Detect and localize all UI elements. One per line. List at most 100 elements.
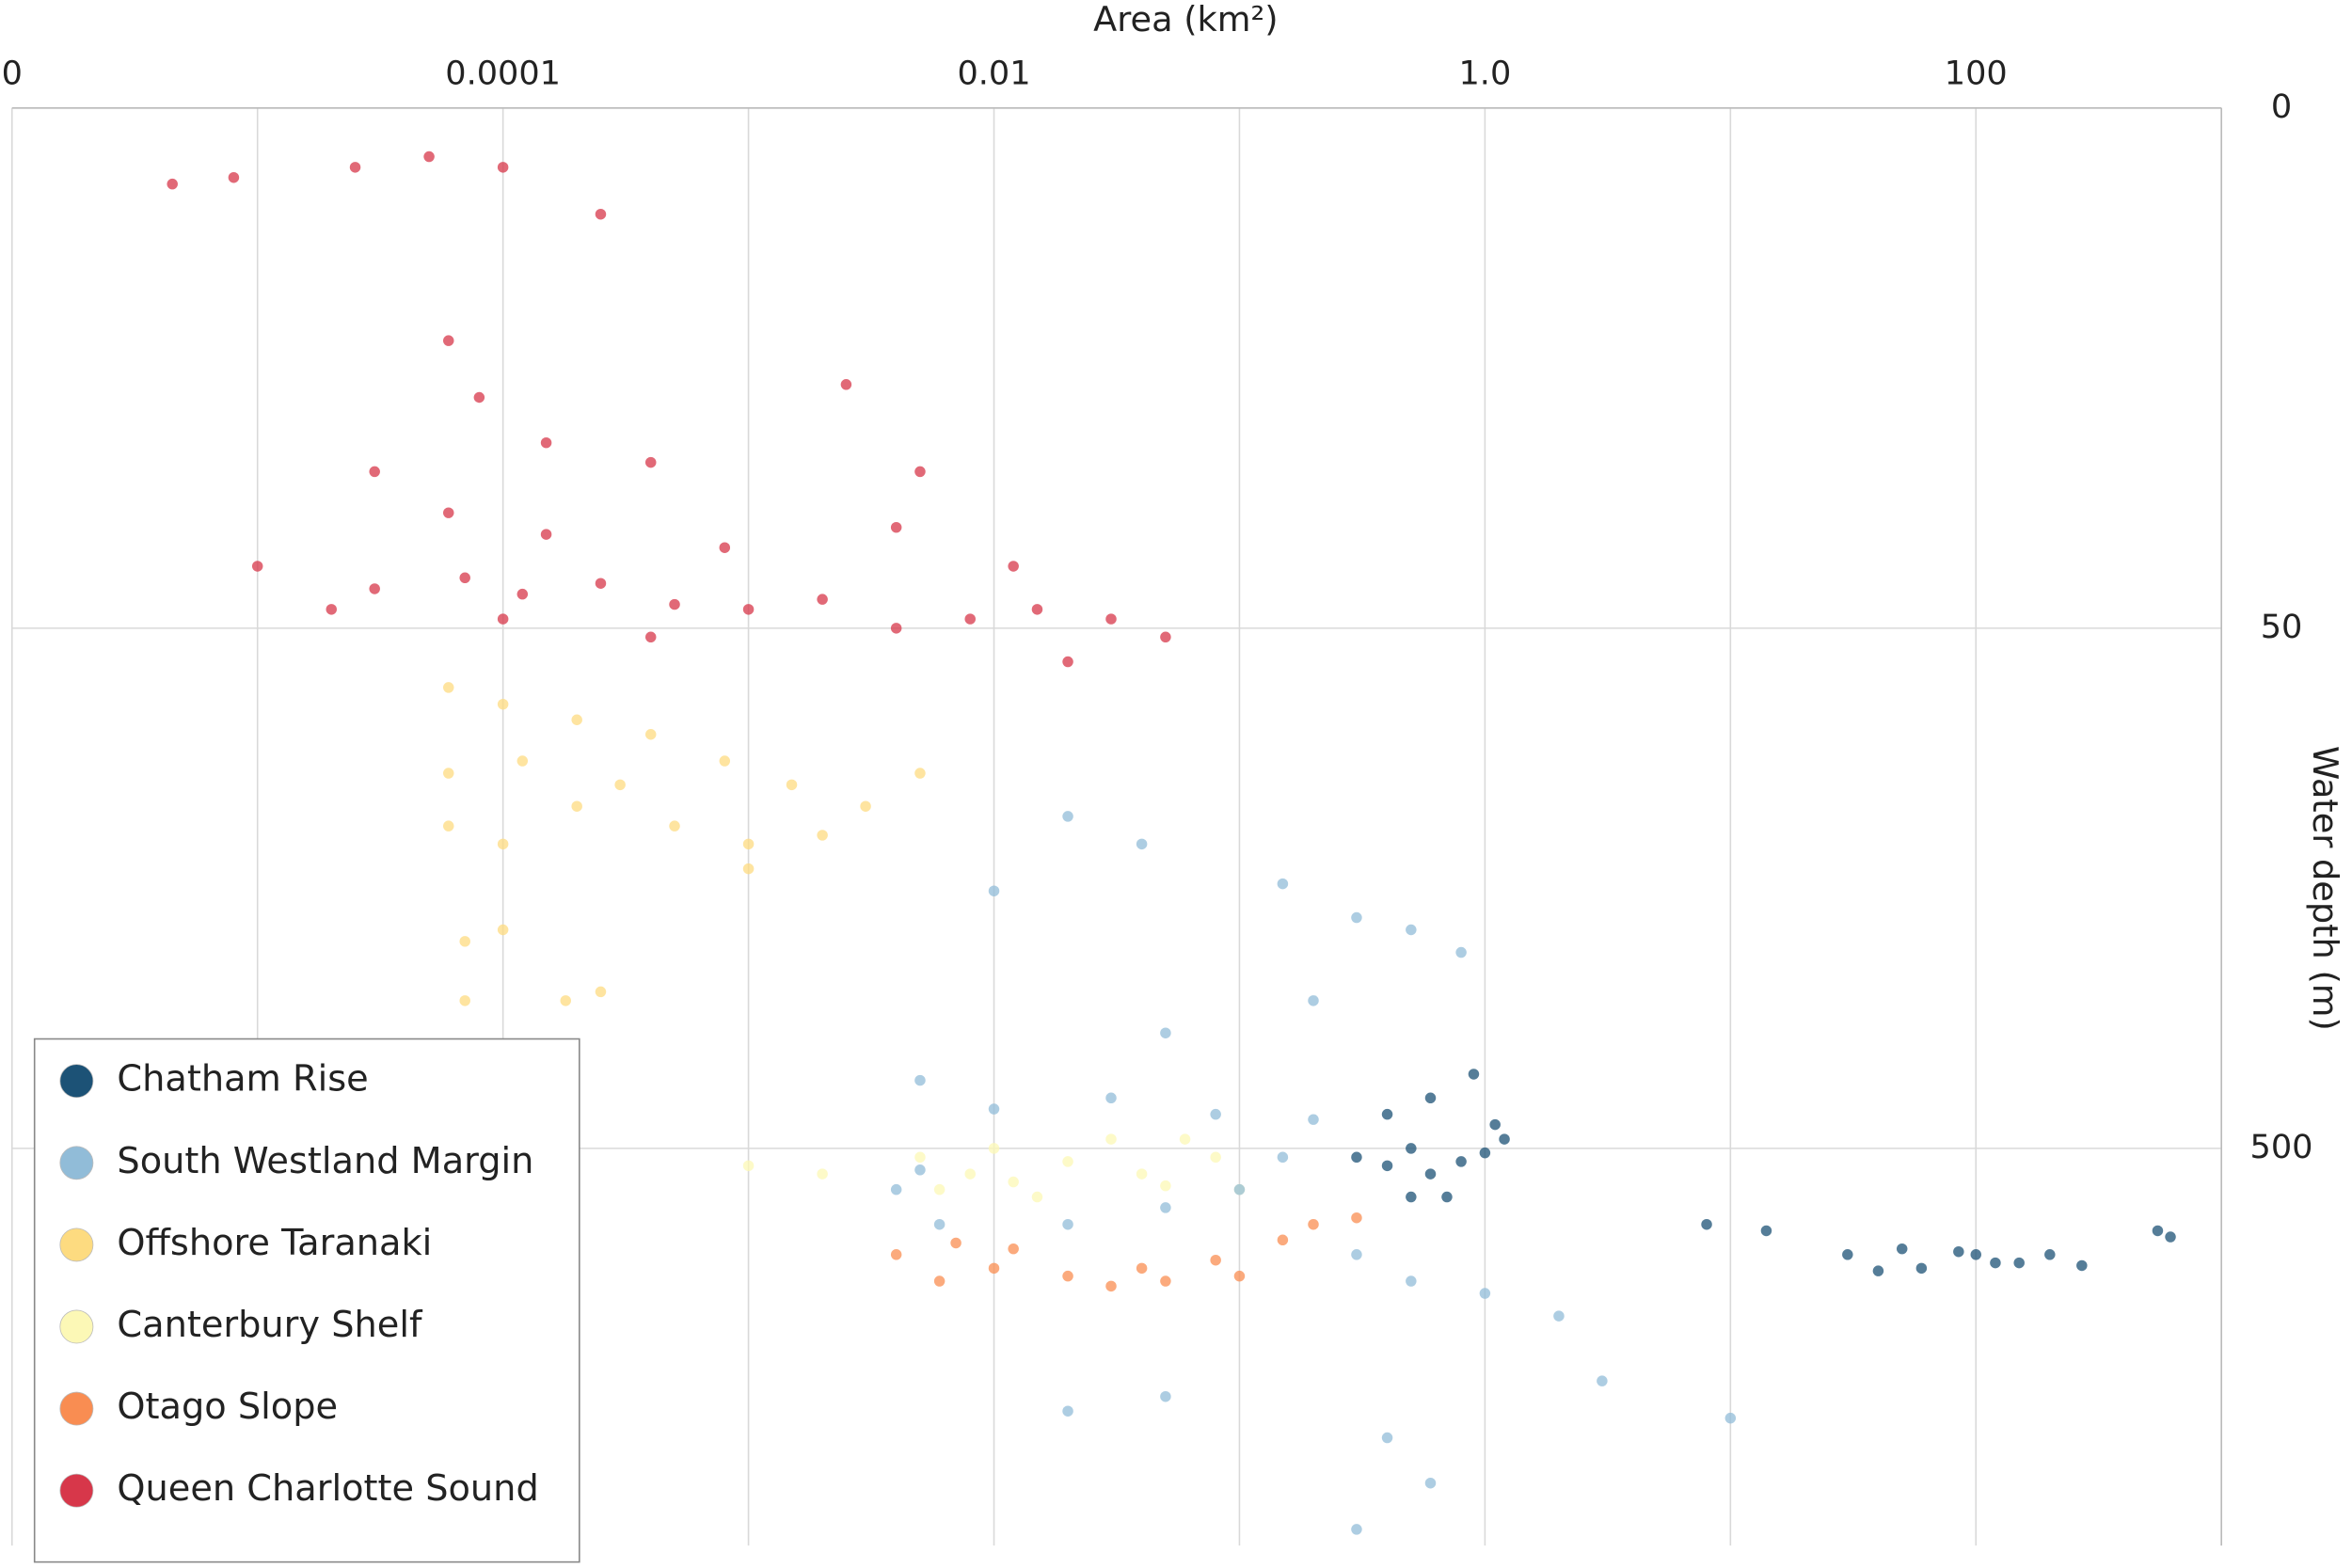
point <box>1953 1246 1964 1258</box>
point <box>1701 1218 1712 1230</box>
point <box>1406 1275 1417 1287</box>
point <box>443 682 454 693</box>
point <box>1468 1069 1480 1080</box>
point <box>988 1103 1000 1115</box>
point <box>1351 1212 1362 1224</box>
point <box>571 800 582 812</box>
point <box>964 613 976 625</box>
point <box>1406 924 1417 936</box>
point <box>1160 1275 1171 1287</box>
y-tick-label: 0 <box>2271 87 2292 126</box>
point <box>326 604 337 615</box>
point <box>349 162 361 173</box>
y-axis-title: Water depth (m) <box>2305 746 2345 1031</box>
point <box>2152 1225 2164 1237</box>
point <box>1008 1176 1019 1188</box>
point <box>516 755 529 767</box>
y-tick-label: 50 <box>2261 608 2303 646</box>
point <box>443 768 454 779</box>
point <box>443 335 454 346</box>
point <box>988 885 1000 896</box>
point <box>497 698 509 710</box>
point <box>1105 1280 1117 1292</box>
x-tick-label: 100 <box>1945 55 2008 93</box>
legend: Chatham Rise South Westland Margin Offshor… <box>33 1037 580 1563</box>
point <box>1381 1432 1393 1444</box>
point <box>497 924 509 936</box>
point <box>1351 911 1362 924</box>
point <box>1136 1262 1148 1275</box>
point <box>1062 1405 1073 1417</box>
point <box>988 1262 1000 1275</box>
point <box>1381 1160 1393 1172</box>
point <box>1277 878 1289 890</box>
legend-marker <box>59 1064 94 1099</box>
point <box>1031 604 1043 615</box>
point <box>1136 1168 1148 1180</box>
point <box>890 1249 902 1260</box>
legend-marker <box>59 1309 94 1344</box>
x-tick-label: 1.0 <box>1458 55 1511 93</box>
point <box>473 391 485 404</box>
point <box>950 1237 961 1249</box>
point <box>1351 1524 1362 1535</box>
point <box>914 466 926 478</box>
point <box>1842 1249 1853 1260</box>
x-tick-label: 0.0001 <box>445 55 561 93</box>
point <box>933 1183 946 1196</box>
legend-label: Canterbury Shelf <box>117 1304 423 1346</box>
point <box>742 604 755 615</box>
point <box>1233 1270 1246 1282</box>
point <box>1105 1092 1117 1104</box>
point <box>1160 1390 1171 1402</box>
y-tick-label: 500 <box>2250 1128 2313 1166</box>
point <box>1381 1108 1393 1120</box>
point <box>1210 1108 1221 1120</box>
point <box>595 578 607 589</box>
point <box>614 779 626 791</box>
point <box>644 729 657 740</box>
point <box>497 613 509 625</box>
point <box>1233 1183 1246 1196</box>
x-tick-label: 0 <box>2 55 23 93</box>
point <box>1160 1027 1171 1038</box>
point <box>1062 1270 1073 1282</box>
point <box>1990 1257 2001 1269</box>
point <box>1455 946 1467 958</box>
point <box>669 820 680 832</box>
point <box>1455 1156 1467 1167</box>
point <box>540 529 552 540</box>
point <box>1308 995 1319 1006</box>
point <box>1308 1218 1319 1230</box>
point <box>423 150 435 163</box>
point <box>459 572 470 584</box>
point <box>497 838 509 850</box>
point <box>1441 1191 1453 1203</box>
point <box>1008 1243 1019 1255</box>
point <box>988 1143 1000 1154</box>
legend-label: Queen Charlotte Sound <box>117 1467 538 1510</box>
point <box>251 561 263 572</box>
point <box>1760 1225 1772 1237</box>
point <box>443 820 454 832</box>
point <box>644 456 657 468</box>
point <box>719 755 731 767</box>
point <box>2013 1257 2025 1269</box>
point <box>742 1160 755 1172</box>
point <box>1553 1310 1565 1322</box>
point <box>2044 1249 2056 1260</box>
point <box>459 936 470 947</box>
point <box>1308 1114 1319 1125</box>
point <box>817 830 828 841</box>
legend-label: South Westland Margin <box>117 1140 533 1182</box>
point <box>1136 838 1148 850</box>
point <box>1406 1191 1417 1203</box>
point <box>369 466 380 478</box>
point <box>1489 1118 1501 1131</box>
point <box>369 583 380 594</box>
point <box>1479 1288 1491 1299</box>
point <box>933 1275 946 1287</box>
point <box>1424 1477 1437 1489</box>
point <box>540 436 552 449</box>
